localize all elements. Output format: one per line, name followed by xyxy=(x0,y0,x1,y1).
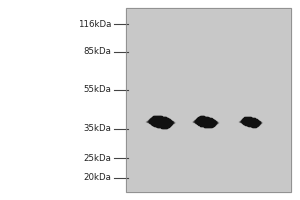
Bar xyxy=(126,8,291,192)
Text: 55kDa: 55kDa xyxy=(83,85,111,94)
Text: 116kDa: 116kDa xyxy=(78,20,111,29)
Text: 85kDa: 85kDa xyxy=(83,47,111,56)
Text: 25kDa: 25kDa xyxy=(83,154,111,163)
Bar xyxy=(126,8,291,192)
Text: 35kDa: 35kDa xyxy=(83,124,111,133)
Text: 20kDa: 20kDa xyxy=(83,173,111,182)
